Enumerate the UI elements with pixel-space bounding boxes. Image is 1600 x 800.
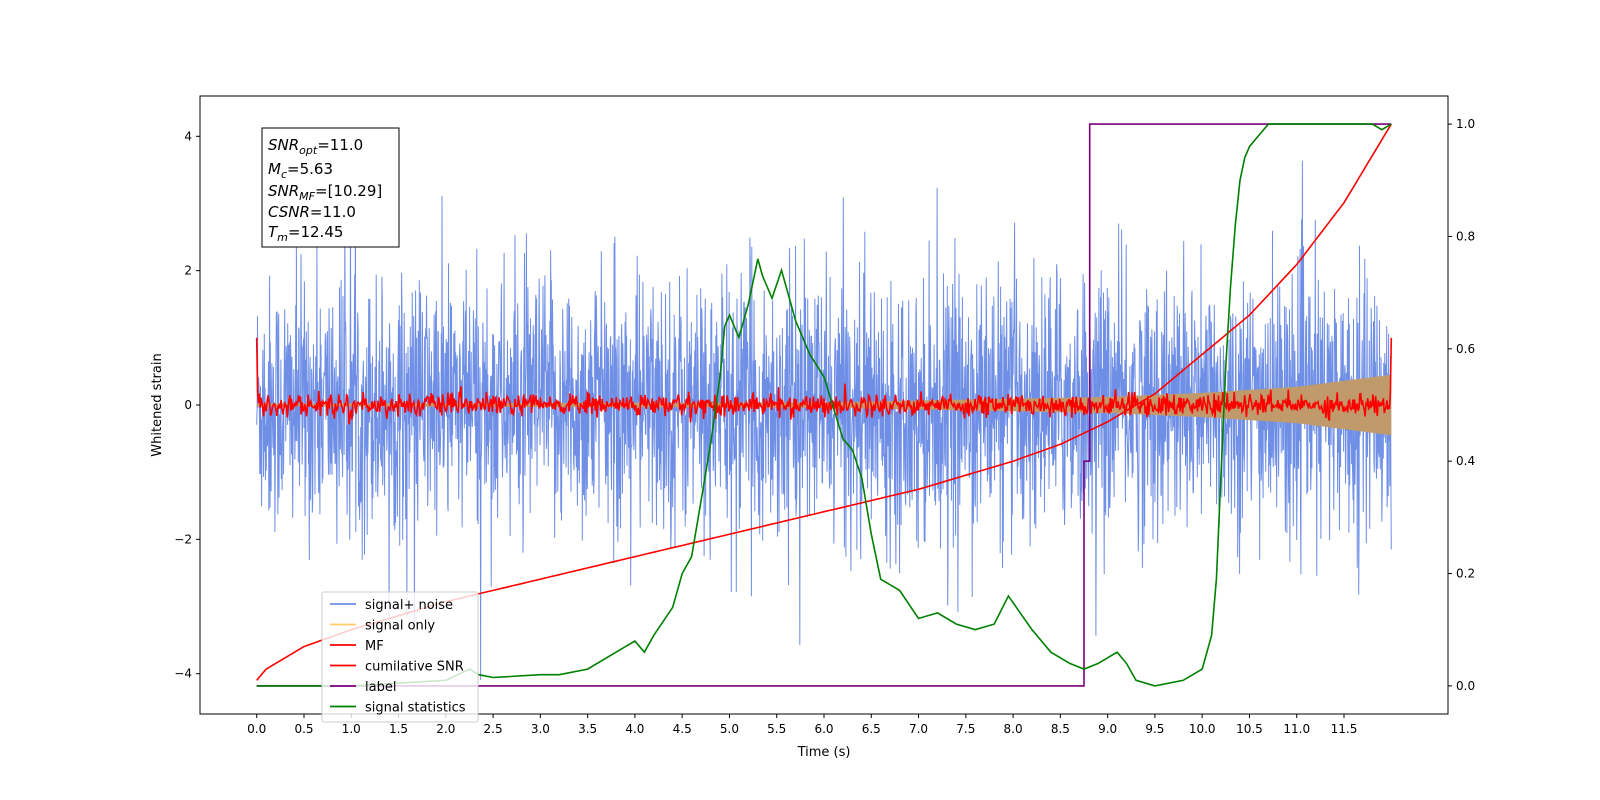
ticks-layer: 0.0 0.5 1.0 1.5 2.0 2.5 3.0 3.5 4.0 4.5 5.0 5.5 6.0 6…	[174, 117, 1475, 736]
x-tick-label: 5.5	[767, 722, 786, 736]
y2-tick-label: 0.0	[1456, 679, 1475, 693]
annotation-csnr: CSNR=11.0	[268, 203, 356, 221]
x-tick-label: 5.0	[720, 722, 739, 736]
annotation-box: SNRopt=11.0 Mc=5.63 SNRMF=[10.29] CSNR=1…	[261, 127, 400, 248]
annotation-tm: Tm=12.45	[268, 223, 343, 244]
y-tick-label: 4	[184, 129, 192, 143]
x-tick-label: 8.0	[1004, 722, 1023, 736]
x-tick-label: 4.5	[673, 722, 692, 736]
x-tick-label: 6.5	[862, 722, 881, 736]
y2-tick-label: 0.2	[1456, 567, 1475, 581]
y-tick-label: 2	[184, 264, 192, 278]
x-tick-label: 11.0	[1283, 722, 1310, 736]
label-line	[256, 123, 1392, 687]
x-tick-label: 3.5	[578, 722, 597, 736]
x-tick-label: 10.0	[1189, 722, 1216, 736]
x-tick-label: 7.5	[956, 722, 975, 736]
x-tick-label: 2.0	[436, 722, 455, 736]
x-tick-label: 1.5	[389, 722, 408, 736]
y2-tick-label: 0.6	[1456, 342, 1475, 356]
mf-line	[255, 337, 1393, 425]
annotation-frame	[261, 127, 400, 248]
x-tick-label: 0.0	[247, 722, 266, 736]
legend-label: cumilative SNR	[365, 660, 464, 675]
x-tick-label: 4.0	[625, 722, 644, 736]
legend-label: signal+ noise	[365, 598, 453, 613]
legend-label: MF	[365, 639, 384, 654]
x-tick-label: 1.0	[342, 722, 361, 736]
y2-tick-label: 0.4	[1456, 454, 1475, 468]
x-tick-label: 6.0	[814, 722, 833, 736]
annotation-snr-opt: SNRopt=11.0	[268, 136, 363, 157]
legend: signal+ noise signal only MF cumilative SNR…	[321, 591, 479, 723]
legend-label: signal statistics	[365, 701, 466, 716]
y2-tick-label: 1.0	[1456, 117, 1475, 131]
signal-noise-line	[256, 160, 1392, 680]
x-tick-label: 10.5	[1236, 722, 1263, 736]
legend-label: label	[365, 680, 396, 695]
y-tick-label: −2	[174, 532, 192, 546]
x-tick-label: 7.0	[909, 722, 928, 736]
legend-frame	[321, 591, 479, 723]
annotation-snr-mf: SNRMF=[10.29]	[268, 182, 382, 203]
x-tick-label: 3.0	[531, 722, 550, 736]
signal-statistics-line	[256, 123, 1392, 687]
y-tick-label: 0	[184, 398, 192, 412]
x-tick-label: 0.5	[294, 722, 313, 736]
x-axis-label: Time (s)	[797, 745, 851, 760]
annotation-mc: Mc=5.63	[268, 160, 333, 181]
x-tick-label: 9.0	[1098, 722, 1117, 736]
legend-label: signal only	[365, 619, 435, 634]
y-axis-label: Whitened strain	[150, 353, 165, 456]
x-tick-label: 9.5	[1145, 722, 1164, 736]
x-tick-label: 8.5	[1051, 722, 1070, 736]
y2-tick-label: 0.8	[1456, 229, 1475, 243]
x-tick-label: 2.5	[484, 722, 503, 736]
x-tick-label: 11.5	[1331, 722, 1358, 736]
y-tick-label: −4	[174, 667, 192, 681]
